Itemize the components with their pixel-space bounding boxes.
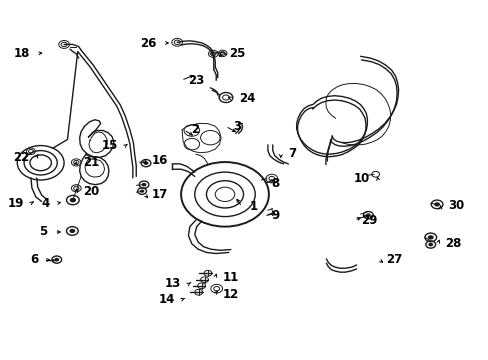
Text: 29: 29 [361, 214, 377, 227]
Text: 20: 20 [83, 185, 100, 198]
Text: 21: 21 [83, 156, 100, 169]
Text: 8: 8 [271, 177, 279, 190]
Text: 7: 7 [288, 147, 296, 159]
Circle shape [69, 229, 75, 233]
Text: 18: 18 [14, 47, 30, 60]
Circle shape [427, 243, 432, 246]
Circle shape [143, 161, 148, 165]
Text: 5: 5 [39, 225, 47, 238]
Text: 11: 11 [222, 271, 238, 284]
Text: 25: 25 [228, 47, 245, 60]
Text: 3: 3 [232, 120, 241, 133]
Text: 27: 27 [385, 253, 401, 266]
Text: 22: 22 [13, 151, 29, 164]
Text: 12: 12 [222, 288, 238, 301]
Text: 17: 17 [152, 188, 168, 201]
Circle shape [433, 202, 439, 207]
Circle shape [70, 198, 76, 202]
Text: 2: 2 [190, 123, 199, 136]
Text: 10: 10 [353, 172, 369, 185]
Text: 15: 15 [101, 139, 118, 152]
Text: 19: 19 [7, 197, 23, 210]
Text: 16: 16 [152, 154, 168, 167]
Text: 24: 24 [238, 92, 255, 105]
Text: 6: 6 [30, 253, 38, 266]
Circle shape [427, 235, 433, 239]
Text: 4: 4 [41, 197, 49, 210]
Text: 30: 30 [447, 199, 463, 212]
Text: 9: 9 [271, 210, 279, 222]
Circle shape [54, 258, 59, 261]
Text: 13: 13 [164, 278, 181, 291]
Text: 23: 23 [188, 74, 204, 87]
Text: 26: 26 [140, 36, 157, 50]
Circle shape [140, 189, 144, 193]
Text: 1: 1 [249, 201, 257, 213]
Circle shape [142, 183, 146, 186]
Text: 28: 28 [445, 237, 461, 250]
Text: 14: 14 [158, 293, 174, 306]
Circle shape [365, 213, 370, 217]
